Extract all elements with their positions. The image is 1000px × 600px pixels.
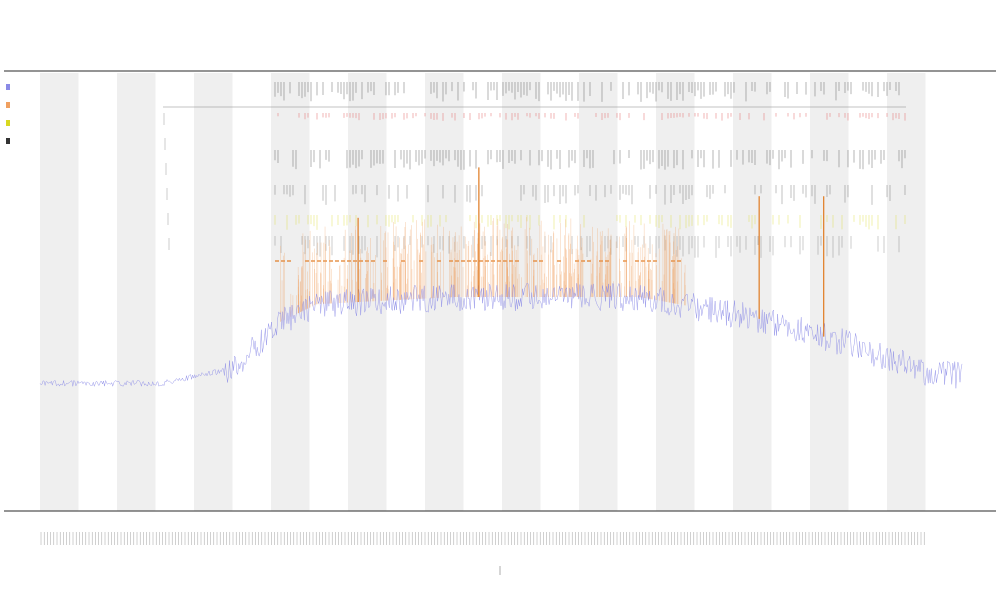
legend-swatch [6,120,10,126]
axes [4,70,996,512]
background-band [810,73,849,511]
legend-swatch [6,138,10,144]
coverage-series [39,167,963,389]
background-band [733,73,772,511]
background-band [271,73,310,511]
background-band [656,73,695,511]
background-band [502,73,541,511]
coverage-line [39,282,963,389]
background-band [425,73,464,511]
legend [6,84,10,144]
background-bands [40,73,926,511]
background-band [194,73,233,511]
x-tick-labels [40,532,925,575]
background-band [348,73,387,511]
background-band [40,73,79,511]
background-band [887,73,926,511]
legend-swatch [6,84,10,90]
legend-swatch [6,102,10,108]
background-band [579,73,618,511]
background-band [117,73,156,511]
annotation-tracks [163,82,906,262]
